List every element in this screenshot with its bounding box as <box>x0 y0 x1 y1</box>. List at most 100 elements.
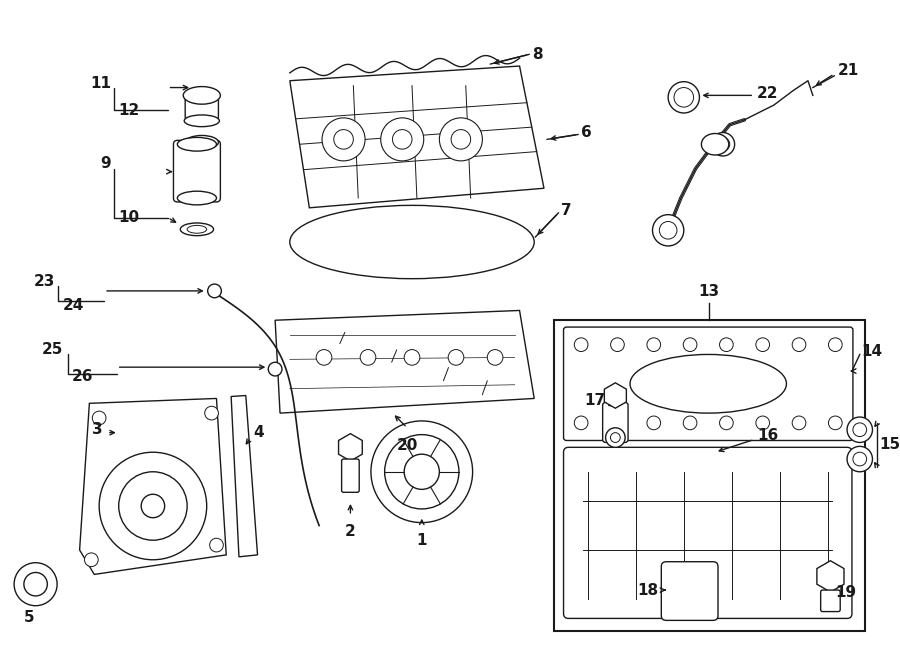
Circle shape <box>660 221 677 239</box>
Circle shape <box>24 572 48 596</box>
Text: 6: 6 <box>581 125 592 140</box>
Circle shape <box>574 338 588 352</box>
Text: 14: 14 <box>861 344 883 359</box>
Ellipse shape <box>177 191 217 205</box>
Text: 12: 12 <box>119 102 140 118</box>
Text: 25: 25 <box>41 342 63 357</box>
Circle shape <box>404 454 439 489</box>
Circle shape <box>647 338 661 352</box>
Circle shape <box>792 416 806 430</box>
Circle shape <box>756 338 770 352</box>
Circle shape <box>683 338 697 352</box>
Circle shape <box>853 423 867 436</box>
Text: 5: 5 <box>23 609 34 625</box>
Circle shape <box>93 411 106 425</box>
Circle shape <box>847 446 872 472</box>
Circle shape <box>99 452 207 560</box>
Text: 26: 26 <box>72 369 94 385</box>
FancyBboxPatch shape <box>603 403 628 442</box>
Circle shape <box>448 350 464 366</box>
Ellipse shape <box>180 223 213 236</box>
Circle shape <box>683 416 697 430</box>
Polygon shape <box>290 66 544 208</box>
Text: 16: 16 <box>757 428 778 443</box>
Text: 9: 9 <box>100 156 111 171</box>
Text: 19: 19 <box>835 584 857 600</box>
Text: 17: 17 <box>584 393 606 408</box>
Circle shape <box>119 472 187 540</box>
Circle shape <box>610 416 625 430</box>
FancyBboxPatch shape <box>821 590 841 611</box>
Circle shape <box>574 416 588 430</box>
Circle shape <box>829 338 842 352</box>
Text: 8: 8 <box>532 47 543 62</box>
Text: 18: 18 <box>637 582 659 598</box>
Circle shape <box>439 118 482 161</box>
Circle shape <box>652 215 684 246</box>
FancyBboxPatch shape <box>342 459 359 492</box>
Text: 23: 23 <box>34 274 55 289</box>
Circle shape <box>208 284 221 297</box>
Text: 20: 20 <box>396 438 418 453</box>
Text: 4: 4 <box>254 425 265 440</box>
FancyBboxPatch shape <box>185 93 219 120</box>
Ellipse shape <box>185 136 219 149</box>
Circle shape <box>204 407 219 420</box>
Ellipse shape <box>630 354 787 413</box>
Circle shape <box>606 428 626 447</box>
Text: 21: 21 <box>837 63 859 79</box>
Text: 7: 7 <box>561 203 572 218</box>
Circle shape <box>719 416 733 430</box>
Text: 22: 22 <box>757 86 778 101</box>
Circle shape <box>371 421 472 523</box>
Polygon shape <box>231 395 257 557</box>
FancyBboxPatch shape <box>174 140 220 202</box>
Circle shape <box>141 494 165 518</box>
Circle shape <box>487 350 503 366</box>
Circle shape <box>210 538 223 552</box>
Ellipse shape <box>184 115 220 127</box>
Ellipse shape <box>290 206 535 279</box>
Circle shape <box>610 338 625 352</box>
Text: 10: 10 <box>119 210 140 225</box>
Text: 13: 13 <box>698 284 720 299</box>
FancyBboxPatch shape <box>563 447 852 619</box>
Text: 3: 3 <box>93 422 104 437</box>
Circle shape <box>829 416 842 430</box>
Circle shape <box>381 118 424 161</box>
Text: 1: 1 <box>417 533 427 549</box>
Circle shape <box>360 350 376 366</box>
Circle shape <box>316 350 332 366</box>
FancyBboxPatch shape <box>563 327 853 440</box>
Circle shape <box>268 362 282 376</box>
Circle shape <box>451 130 471 149</box>
Text: 15: 15 <box>879 437 900 452</box>
Circle shape <box>847 417 872 442</box>
Circle shape <box>853 452 867 466</box>
Ellipse shape <box>177 137 217 151</box>
Text: 24: 24 <box>63 298 85 313</box>
Circle shape <box>719 338 733 352</box>
Circle shape <box>85 553 98 566</box>
Ellipse shape <box>192 138 211 146</box>
Circle shape <box>392 130 412 149</box>
FancyBboxPatch shape <box>662 562 718 621</box>
Polygon shape <box>79 399 226 574</box>
Circle shape <box>384 435 459 509</box>
Text: 11: 11 <box>90 76 111 91</box>
Ellipse shape <box>187 225 207 233</box>
Circle shape <box>610 433 620 442</box>
Circle shape <box>322 118 365 161</box>
Bar <box>554 320 865 631</box>
Polygon shape <box>275 311 535 413</box>
Ellipse shape <box>701 134 729 155</box>
Circle shape <box>668 82 699 113</box>
Circle shape <box>674 87 694 107</box>
Text: 2: 2 <box>345 524 356 539</box>
Circle shape <box>404 350 419 366</box>
Circle shape <box>334 130 354 149</box>
Circle shape <box>756 416 770 430</box>
Ellipse shape <box>184 87 220 104</box>
Circle shape <box>792 338 806 352</box>
Circle shape <box>716 137 730 151</box>
